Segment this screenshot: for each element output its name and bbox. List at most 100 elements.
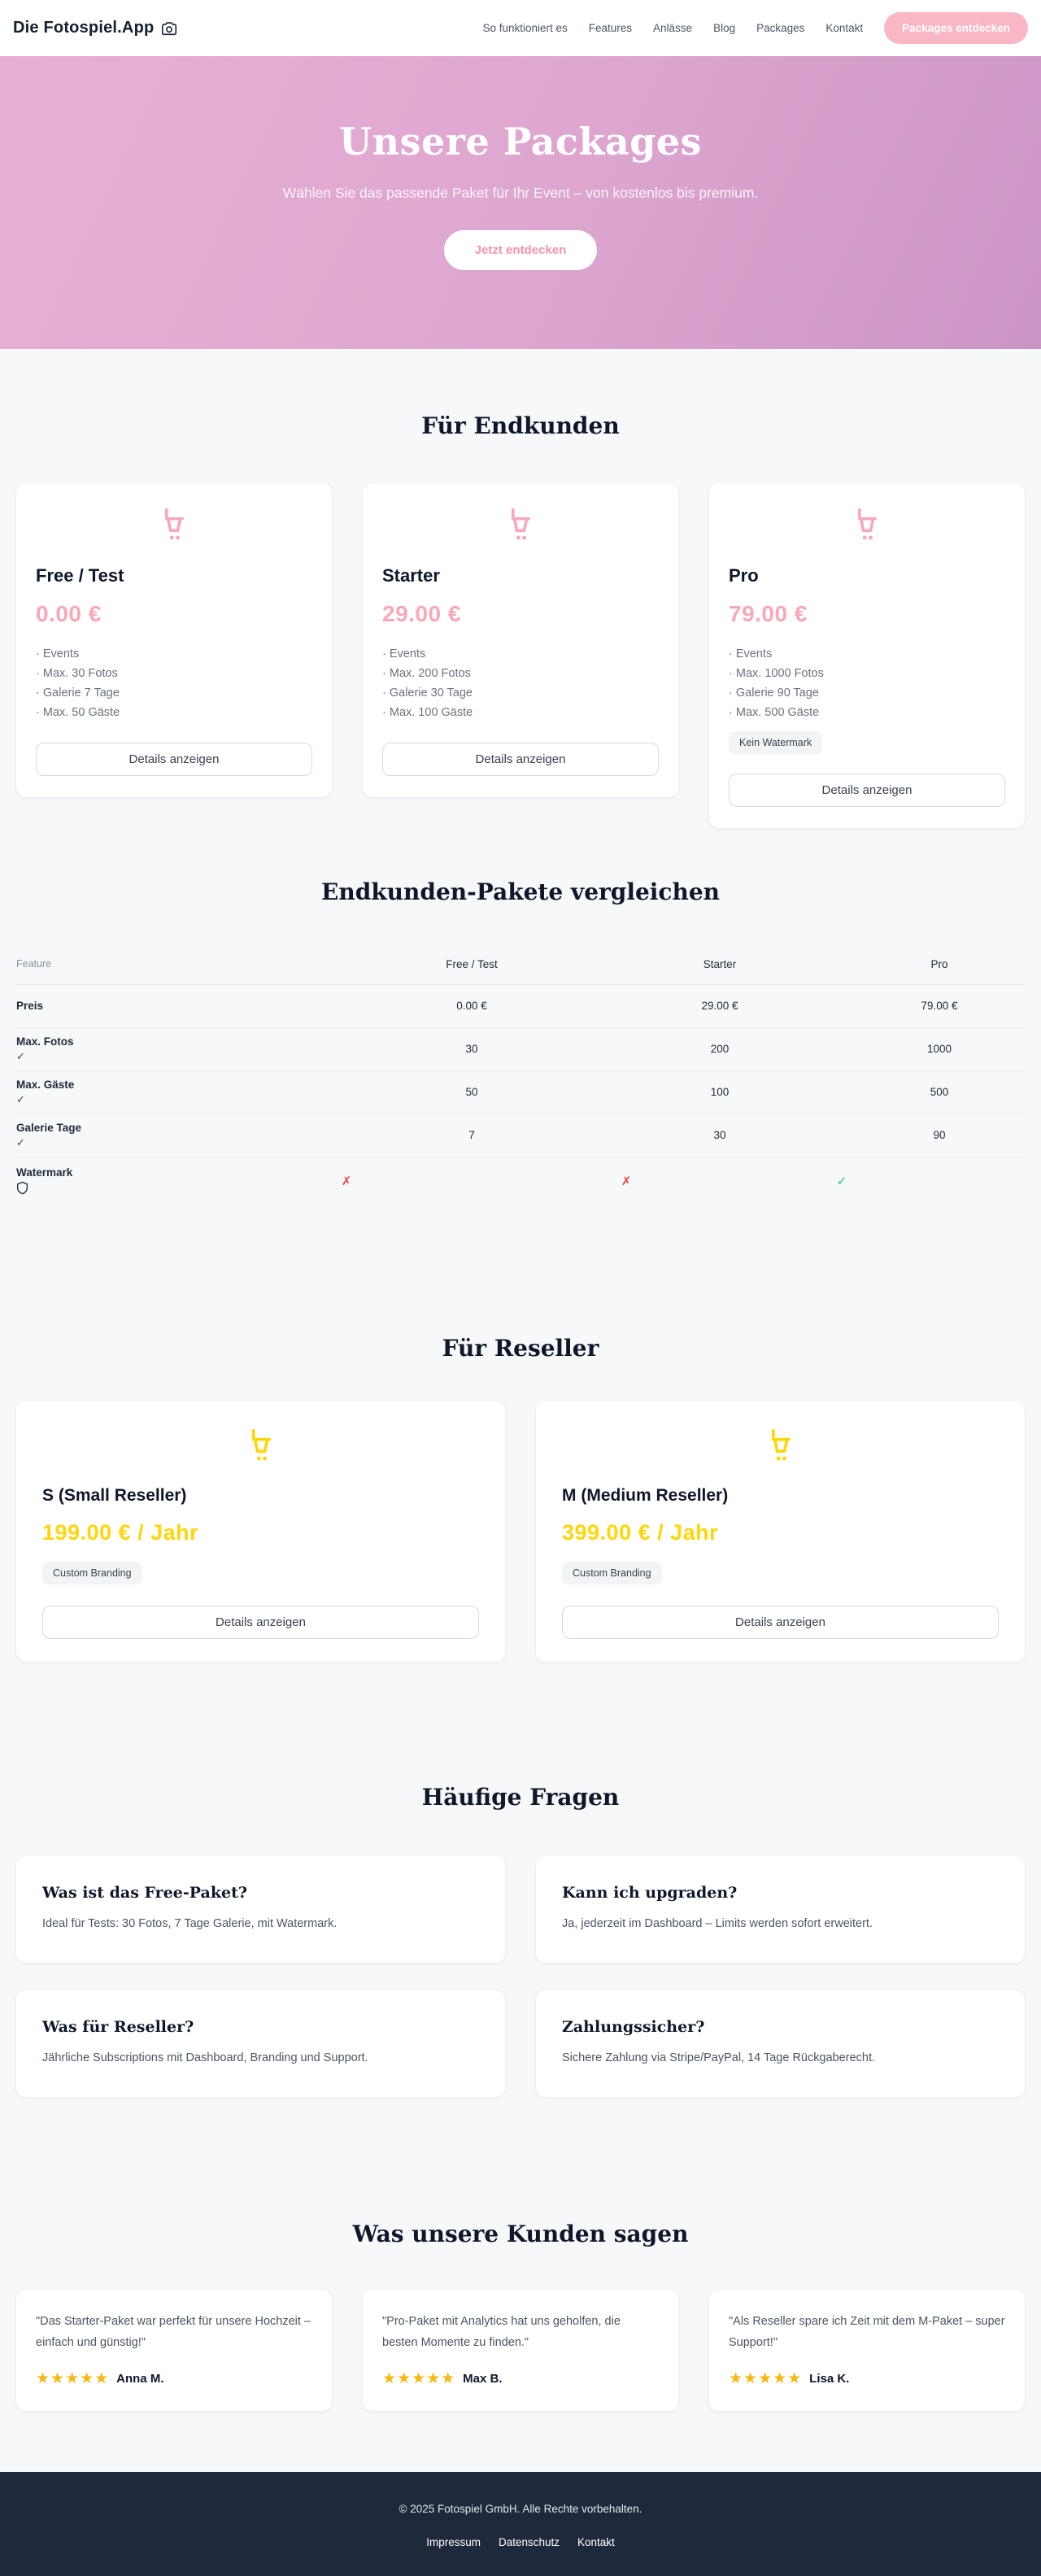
- plan-feature: Galerie 90 Tage: [729, 684, 1005, 704]
- row-label: Max. Fotos: [16, 1035, 74, 1048]
- nav-so-funktioniert-es[interactable]: So funktioniert es: [482, 22, 568, 34]
- faq-question: Zahlungssicher?: [562, 2017, 705, 2036]
- check-icon: ✓: [16, 1092, 25, 1105]
- nav-features[interactable]: Features: [588, 22, 633, 34]
- faq-answer: Sichere Zahlung via Stripe/PayPal, 14 Ta…: [562, 2051, 876, 2064]
- testimonial-card: "Das Starter-Paket war perfekt für unser…: [16, 2290, 332, 2412]
- logo[interactable]: Die Fotospiel.App: [13, 19, 178, 37]
- plan-feature: Events: [382, 645, 659, 665]
- section-testimonials: Was unsere Kunden sagen "Das Starter-Pak…: [0, 2097, 1041, 2412]
- cell-value: 90: [933, 1129, 946, 1142]
- cell-value: 100: [710, 1086, 730, 1099]
- endkunden-heading: Für Endkunden: [421, 412, 620, 439]
- cell-value: 79.00 €: [921, 1000, 958, 1013]
- nav-anlaesse[interactable]: Anlässe: [653, 22, 693, 34]
- star-rating-icons: ★★★★★: [36, 2370, 110, 2388]
- faq-answer: Jährliche Subscriptions mit Dashboard, B…: [42, 2051, 368, 2064]
- section-compare: Endkunden-Pakete vergleichen Feature Fre…: [0, 828, 1041, 1205]
- table-row-max-gaeste: Max. Gäste ✓ 50 100 500: [16, 1071, 1025, 1114]
- cell-value: 50: [465, 1086, 478, 1099]
- plan-feature: Max. 100 Gäste: [382, 704, 659, 723]
- col-starter: Starter: [703, 957, 737, 970]
- testimonial-card: "Als Reseller spare ich Zeit mit dem M-P…: [709, 2290, 1025, 2412]
- check-icon: ✓: [16, 1049, 25, 1062]
- details-anzeigen-button[interactable]: Details anzeigen: [562, 1605, 999, 1639]
- plan-feature-list: Events Max. 1000 Fotos Galerie 90 Tage M…: [729, 645, 1005, 723]
- check-icon: ✓: [16, 1135, 25, 1149]
- copyright-text: © 2025 Fotospiel GmbH. Alle Rechte vorbe…: [399, 2503, 642, 2516]
- plan-feature: Galerie 30 Tage: [382, 684, 659, 704]
- col-pro: Pro: [930, 957, 948, 970]
- table-row-galerie-tage: Galerie Tage ✓ 7 30 90: [16, 1114, 1025, 1157]
- plan-name: M (Medium Reseller): [562, 1485, 729, 1505]
- row-label: Preis: [16, 1000, 44, 1013]
- cart-icon: [156, 506, 192, 547]
- faq-question: Was für Reseller?: [42, 2017, 194, 2036]
- nav-packages[interactable]: Packages: [756, 22, 805, 34]
- cell-value: 1000: [926, 1043, 952, 1056]
- cell-value: 500: [930, 1086, 949, 1099]
- details-anzeigen-button[interactable]: Details anzeigen: [382, 742, 659, 776]
- shield-icon: [16, 1181, 358, 1195]
- col-free-test: Free / Test: [446, 957, 498, 970]
- plan-feature-list: Events Max. 200 Fotos Galerie 30 Tage Ma…: [382, 645, 659, 723]
- testimonial-quote: "Pro-Paket mit Analytics hat uns geholfe…: [382, 2315, 621, 2350]
- main-nav: So funktioniert es Features Anlässe Blog…: [482, 12, 1028, 44]
- star-rating-icons: ★★★★★: [729, 2370, 803, 2388]
- details-anzeigen-button[interactable]: Details anzeigen: [42, 1605, 479, 1639]
- plan-card-m-reseller: M (Medium Reseller) 399.00 € / Jahr Cust…: [536, 1400, 1025, 1662]
- plan-feature: Max. 200 Fotos: [382, 665, 659, 684]
- logo-text: Die Fotospiel.App: [13, 19, 155, 37]
- custom-branding-badge: Custom Branding: [562, 1561, 662, 1584]
- nav-kontakt[interactable]: Kontakt: [825, 22, 864, 34]
- plan-card-pro: Pro 79.00 € Events Max. 1000 Fotos Galer…: [709, 483, 1025, 828]
- section-faq: Häufige Fragen Was ist das Free-Paket? I…: [0, 1662, 1041, 2098]
- cart-icon: [243, 1427, 279, 1468]
- compare-heading: Endkunden-Pakete vergleichen: [321, 878, 720, 905]
- faq-card: Was für Reseller? Jährliche Subscription…: [16, 1990, 505, 2098]
- hero-title: Unsere Packages: [339, 120, 702, 163]
- nav-blog[interactable]: Blog: [713, 22, 736, 34]
- testimonials-heading: Was unsere Kunden sagen: [352, 2221, 689, 2248]
- testimonial-name: Anna M.: [116, 2372, 164, 2386]
- footer-link-datenschutz[interactable]: Datenschutz: [498, 2536, 560, 2549]
- packages-entdecken-button[interactable]: Packages entdecken: [884, 12, 1028, 44]
- row-label: Watermark: [16, 1166, 73, 1179]
- plan-price: 29.00 €: [382, 601, 461, 626]
- footer-link-kontakt[interactable]: Kontakt: [577, 2536, 615, 2549]
- star-rating-icons: ★★★★★: [382, 2370, 456, 2388]
- compare-table: Feature Free / Test Starter Pro Preis 0.…: [16, 944, 1025, 1205]
- plan-feature-list: Events Max. 30 Fotos Galerie 7 Tage Max.…: [36, 645, 312, 723]
- col-feature: Feature: [16, 958, 52, 970]
- top-bar: Die Fotospiel.App So funktioniert es Fea…: [0, 0, 1041, 56]
- cart-icon: [849, 506, 885, 547]
- table-row-max-fotos: Max. Fotos ✓ 30 200 1000: [16, 1028, 1025, 1071]
- section-endkunden: Für Endkunden Free / Test 0.00 € Events …: [0, 349, 1041, 828]
- plan-feature: Max. 30 Fotos: [36, 665, 312, 684]
- faq-heading: Häufige Fragen: [421, 1783, 620, 1811]
- plan-feature: Max. 1000 Fotos: [729, 665, 1005, 684]
- faq-card: Was ist das Free-Paket? Ideal für Tests:…: [16, 1855, 505, 1963]
- plan-card-starter: Starter 29.00 € Events Max. 200 Fotos Ga…: [363, 483, 678, 797]
- table-header-row: Feature Free / Test Starter Pro: [16, 944, 1025, 985]
- cart-icon: [763, 1427, 799, 1468]
- footer-link-impressum[interactable]: Impressum: [426, 2536, 481, 2549]
- cell-value: 0.00 €: [456, 1000, 487, 1013]
- reseller-heading: Für Reseller: [442, 1334, 599, 1362]
- jetzt-entdecken-button[interactable]: Jetzt entdecken: [443, 229, 598, 270]
- plan-price: 399.00 € / Jahr: [562, 1519, 719, 1545]
- cross-icon: ✗: [341, 1174, 352, 1188]
- plan-name: Starter: [382, 565, 440, 586]
- details-anzeigen-button[interactable]: Details anzeigen: [36, 742, 312, 776]
- plan-price: 0.00 €: [36, 601, 102, 626]
- details-anzeigen-button[interactable]: Details anzeigen: [729, 773, 1005, 807]
- table-row-watermark: Watermark ✗ ✗ ✓: [16, 1157, 1025, 1205]
- camera-icon: [160, 20, 178, 37]
- plan-name: Pro: [729, 565, 759, 586]
- plan-card-s-reseller: S (Small Reseller) 199.00 € / Jahr Custo…: [16, 1400, 505, 1662]
- plan-card-free: Free / Test 0.00 € Events Max. 30 Fotos …: [16, 483, 332, 797]
- cell-value: 29.00 €: [701, 1000, 738, 1013]
- hero-subtitle: Wählen Sie das passende Paket für Ihr Ev…: [282, 185, 759, 201]
- plan-name: Free / Test: [36, 565, 124, 586]
- testimonial-card: "Pro-Paket mit Analytics hat uns geholfe…: [363, 2290, 678, 2412]
